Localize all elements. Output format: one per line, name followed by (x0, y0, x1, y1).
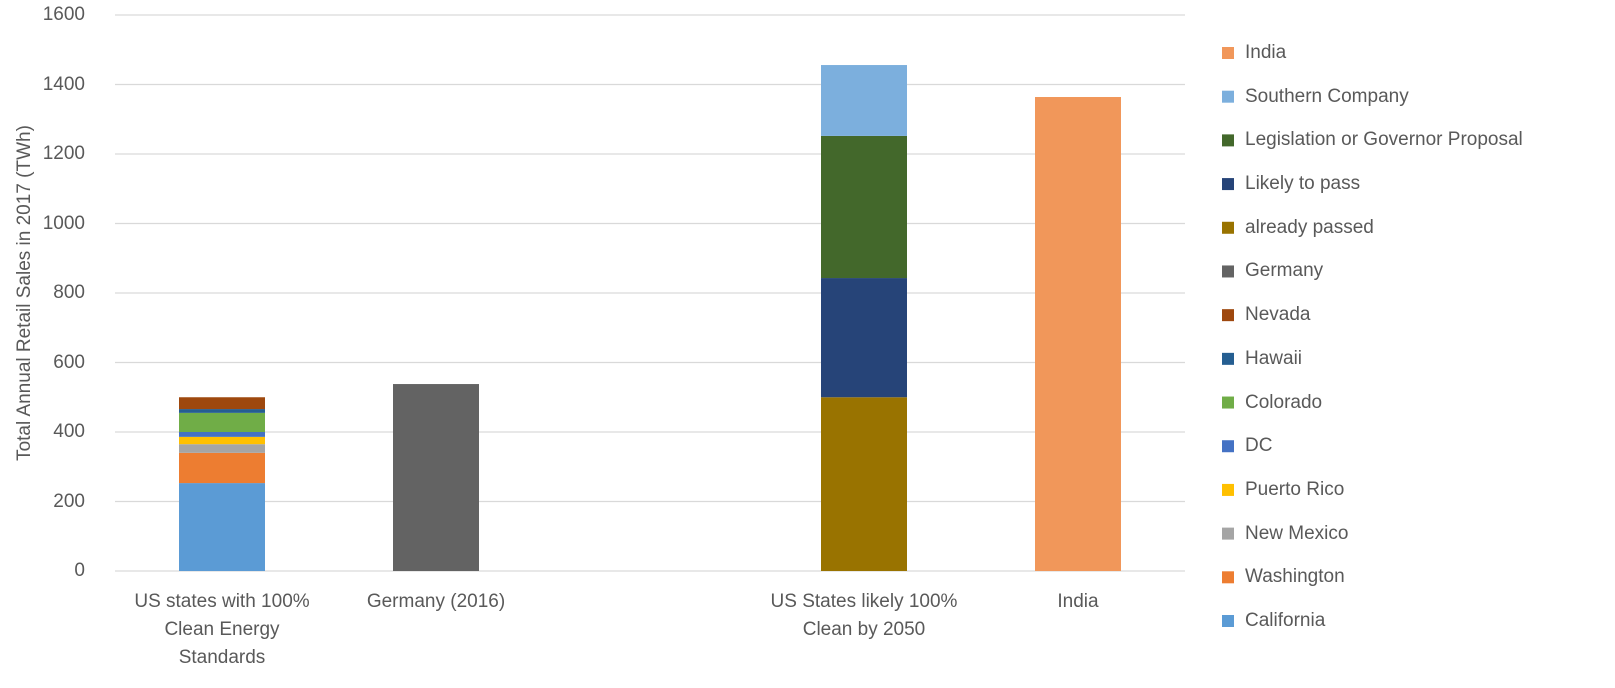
legend-swatch (1222, 309, 1234, 322)
y-tick-label: 800 (53, 282, 85, 303)
bar-segment (179, 444, 265, 453)
legend-label: Legislation or Governor Proposal (1245, 129, 1523, 151)
bar-segment (179, 409, 265, 413)
legend-label: Hawaii (1245, 347, 1303, 369)
legend-swatch (1222, 47, 1234, 59)
y-tick-label: 400 (53, 421, 85, 442)
legend-swatch (1222, 396, 1234, 409)
bar-segment (821, 278, 907, 398)
x-tick-label: US States likely 100% Clean by 2050 (770, 591, 958, 640)
legend-label: Nevada (1245, 304, 1311, 326)
legend-label: already passed (1245, 216, 1374, 238)
legend-label: Colorado (1245, 391, 1323, 413)
legend-label: Germany (1245, 260, 1324, 282)
legend-swatch (1222, 571, 1234, 584)
legend-swatch (1222, 352, 1234, 365)
bar-segment (821, 135, 907, 279)
legend-swatch (1222, 527, 1234, 540)
x-tick-label: US states with 100% Clean Energy Standar… (134, 591, 310, 668)
y-tick-label: 600 (53, 351, 85, 373)
legend-swatch (1222, 134, 1234, 147)
legend-label: Southern Company (1245, 85, 1409, 107)
legend-label: Likely to pass (1245, 173, 1361, 195)
legend-swatch (1222, 265, 1234, 278)
legend-label: New Mexico (1245, 522, 1349, 544)
legend-swatch (1222, 90, 1234, 103)
y-tick-label: 200 (53, 490, 85, 512)
y-tick-label: 1400 (42, 73, 85, 95)
y-tick-label: 1200 (42, 143, 85, 164)
bar-segment (821, 397, 907, 571)
x-tick-label: Germany (2016) (366, 591, 506, 612)
bar-segment (179, 452, 265, 484)
legend-label: India (1245, 42, 1287, 63)
x-tick-label: India (1057, 591, 1099, 612)
bar-segment (179, 432, 265, 437)
bar-segment (1035, 97, 1121, 571)
bar-segment (393, 384, 479, 571)
legend-swatch (1222, 615, 1234, 627)
legend-swatch (1222, 178, 1234, 191)
legend-label: DC (1245, 435, 1273, 457)
bar-segment (179, 436, 265, 445)
legend-label: California (1245, 610, 1326, 631)
legend-swatch (1222, 221, 1234, 234)
bar-segment (179, 397, 265, 410)
bar-segment (179, 483, 265, 571)
legend-label: Washington (1245, 566, 1345, 588)
bar-segment (821, 65, 907, 136)
bar-segment (179, 412, 265, 432)
y-tick-label: 1600 (42, 4, 85, 25)
y-tick-label: 0 (74, 560, 85, 581)
legend-swatch (1222, 440, 1234, 453)
legend-swatch (1222, 483, 1234, 496)
y-tick-label: 1000 (42, 212, 85, 234)
legend-label: Puerto Rico (1245, 478, 1345, 500)
